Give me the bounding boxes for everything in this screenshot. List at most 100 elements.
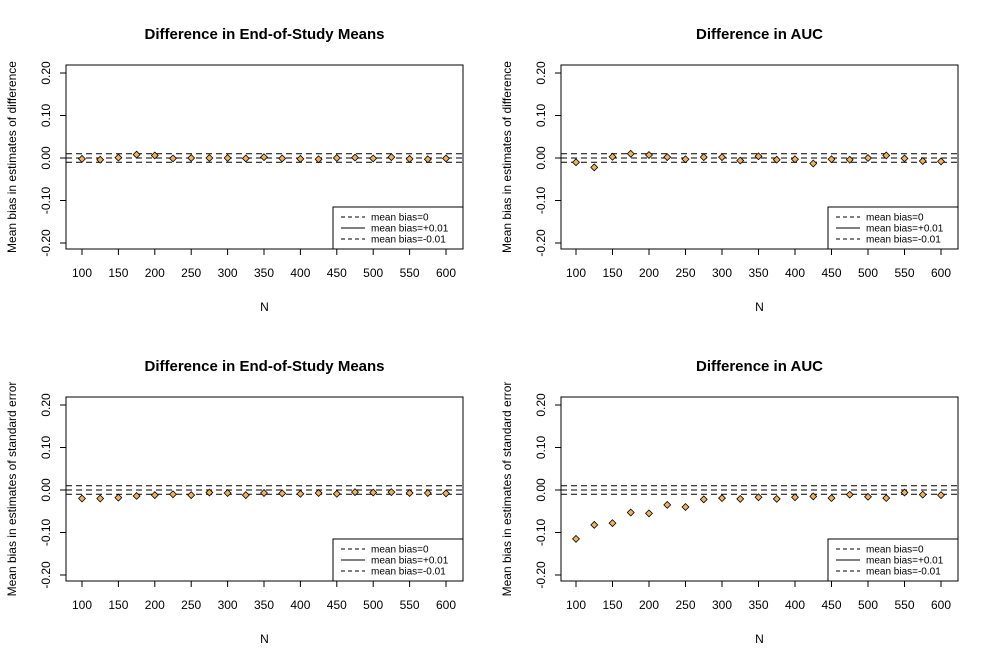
y-tick-label: -0.10: [534, 519, 548, 547]
data-point: [114, 493, 123, 502]
legend-label: mean bias=0: [866, 213, 924, 224]
y-tick-label: -0.20: [39, 561, 53, 589]
data-point: [96, 155, 105, 164]
x-axis-label: N: [260, 632, 269, 646]
data-point: [351, 488, 359, 497]
data-point: [736, 156, 745, 165]
x-tick-label: 100: [566, 598, 586, 612]
data-point: [900, 488, 909, 497]
y-tick-label: -0.10: [39, 519, 53, 547]
data-point: [278, 154, 287, 163]
legend-label: mean bias=+0.01: [866, 556, 944, 567]
legend-label: mean bias=-0.01: [866, 235, 941, 246]
x-tick-label: 450: [327, 266, 347, 280]
data-point: [918, 490, 927, 499]
panel-title: Difference in End-of-Study Means: [144, 26, 384, 43]
data-point: [791, 155, 799, 164]
x-tick-label: 200: [639, 598, 659, 612]
y-tick-label: 0.00: [39, 478, 53, 502]
data-point: [387, 153, 396, 162]
x-tick-label: 550: [400, 266, 420, 280]
plot-frame: [560, 64, 959, 250]
data-point: [864, 492, 872, 501]
y-axis-label: Mean bias in estimates of standard error: [500, 382, 514, 597]
x-tick-label: 400: [290, 266, 310, 280]
data-point: [169, 490, 177, 499]
data-point: [937, 157, 945, 166]
data-point: [608, 152, 617, 161]
y-tick-label: 0.20: [534, 61, 548, 85]
y-tick-label: 0.00: [534, 478, 548, 502]
y-tick-label: -0.20: [534, 229, 548, 257]
data-point: [791, 493, 799, 502]
data-point: [423, 155, 432, 164]
y-tick-label: 0.10: [534, 103, 548, 127]
data-point: [882, 494, 891, 503]
panel-4: Difference in AUC 100 150 200 250 300 350 400 45…: [500, 358, 959, 646]
data-point: [442, 154, 450, 163]
x-axis-label: N: [755, 632, 764, 646]
data-point: [937, 491, 945, 500]
data-point: [590, 520, 599, 529]
x-tick-label: 200: [639, 266, 659, 280]
x-tick-label: 150: [602, 598, 622, 612]
data-point: [351, 153, 359, 162]
panel-title: Difference in AUC: [696, 358, 823, 375]
x-tick-label: 100: [72, 598, 92, 612]
x-tick-label: 200: [145, 598, 165, 612]
x-tick-label: 400: [290, 598, 310, 612]
data-point: [442, 489, 450, 498]
data-point: [241, 154, 250, 163]
x-tick-label: 350: [748, 598, 768, 612]
x-tick-label: 250: [675, 598, 695, 612]
data-point: [590, 163, 599, 172]
data-point: [772, 155, 781, 164]
panel-3: Difference in End-of-Study Means 100 150 20…: [5, 358, 464, 646]
y-tick-label: 0.20: [39, 393, 53, 417]
x-tick-label: 300: [218, 598, 238, 612]
data-point: [369, 154, 378, 163]
x-tick-label: 300: [218, 266, 238, 280]
x-tick-label: 550: [894, 266, 914, 280]
y-axis-label: Mean bias in estimates of difference: [500, 61, 514, 253]
data-point: [241, 491, 250, 500]
data-point: [169, 154, 177, 163]
x-tick-label: 100: [566, 266, 586, 280]
y-tick-label: -0.10: [39, 187, 53, 215]
data-point: [369, 488, 378, 497]
data-point: [205, 488, 214, 497]
data-point: [314, 155, 323, 164]
data-point: [278, 489, 287, 498]
panel-title: Difference in AUC: [696, 26, 823, 43]
y-axis-label: Mean bias in estimates of standard error: [5, 382, 19, 597]
x-axis-label: N: [755, 300, 764, 314]
x-tick-label: 450: [327, 598, 347, 612]
x-tick-label: 350: [748, 266, 768, 280]
data-point: [78, 494, 86, 503]
x-tick-label: 250: [675, 266, 695, 280]
x-tick-label: 300: [712, 598, 732, 612]
data-point: [572, 158, 580, 167]
legend-label: mean bias=0: [371, 213, 429, 224]
data-point: [423, 489, 432, 497]
data-point: [699, 495, 708, 504]
x-tick-label: 150: [108, 266, 128, 280]
x-tick-label: 600: [436, 598, 456, 612]
data-point: [260, 153, 268, 162]
data-point: [845, 490, 854, 499]
legend-label: mean bias=+0.01: [371, 556, 449, 567]
y-tick-label: -0.20: [39, 229, 53, 257]
x-tick-label: 150: [602, 266, 622, 280]
x-tick-label: 100: [72, 266, 92, 280]
data-point: [296, 154, 305, 163]
y-axis-label: Mean bias in estimates of difference: [5, 61, 19, 253]
y-tick-label: 0.20: [39, 61, 53, 85]
x-tick-label: 350: [254, 266, 274, 280]
data-point: [608, 519, 617, 528]
x-tick-label: 400: [785, 598, 805, 612]
